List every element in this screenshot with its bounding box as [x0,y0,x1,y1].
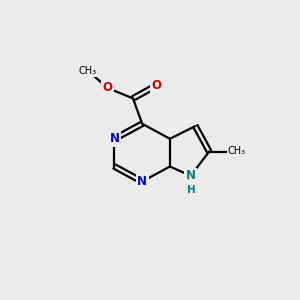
Text: O: O [151,79,161,92]
Text: CH₃: CH₃ [228,146,246,157]
Text: N: N [137,175,147,188]
Text: N: N [186,169,196,182]
Text: N: N [110,132,119,145]
Text: O: O [103,82,112,94]
Text: CH₃: CH₃ [79,66,97,76]
Text: H: H [188,184,196,195]
